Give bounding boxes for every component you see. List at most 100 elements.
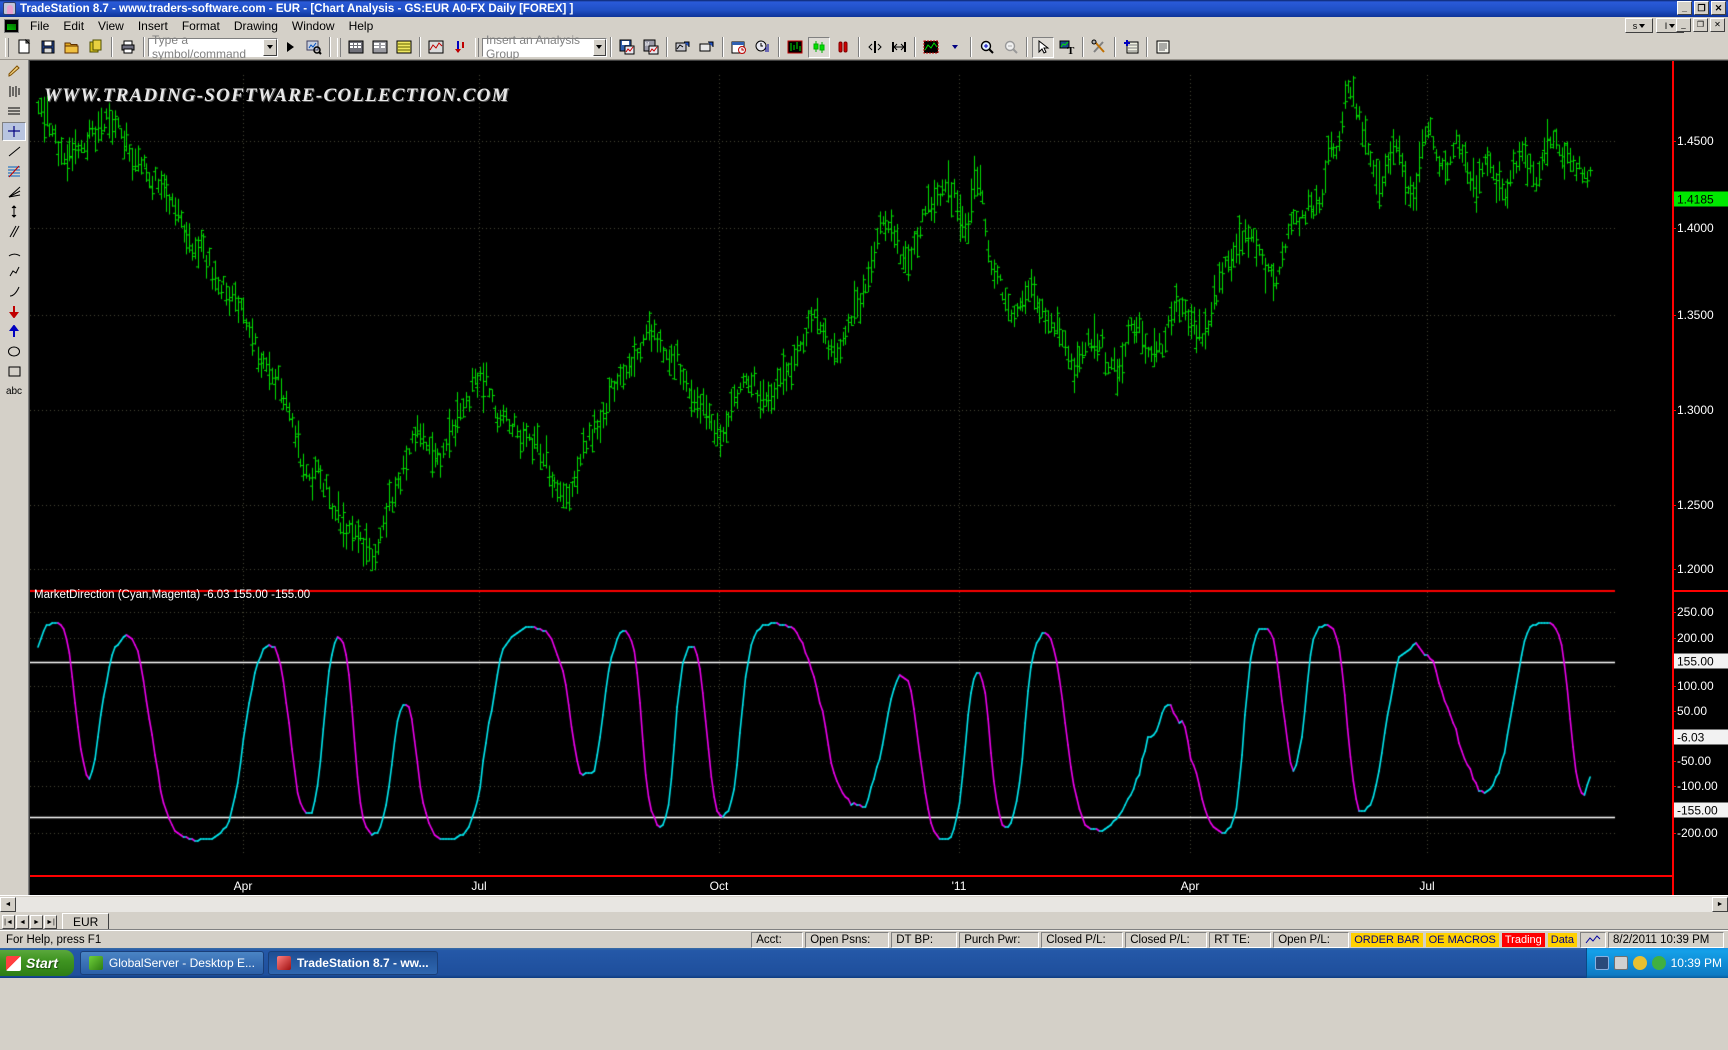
- menu-item-window[interactable]: Window: [291, 18, 335, 33]
- horizontal-lines-tool-icon[interactable]: [2, 102, 26, 121]
- fibonacci-retracement-tool-icon[interactable]: [2, 162, 26, 181]
- mdi-restore-button[interactable]: ❐: [1693, 18, 1708, 32]
- status-badge-order-bar[interactable]: ORDER BAR: [1351, 932, 1423, 947]
- text-label-tool-icon[interactable]: abc: [2, 382, 26, 401]
- format-window-icon[interactable]: [672, 36, 694, 58]
- open-folder-icon[interactable]: [61, 36, 83, 58]
- taskbar-item-tradestation[interactable]: TradeStation 8.7 - ww...: [267, 951, 438, 975]
- freehand-tool-icon[interactable]: [2, 262, 26, 281]
- apply-symbol-button[interactable]: [279, 36, 301, 58]
- scroll-left-button[interactable]: ◄: [0, 896, 16, 912]
- scroll-right-button[interactable]: ►: [1712, 896, 1728, 912]
- window-selector-s[interactable]: s: [1625, 18, 1653, 33]
- new-document-icon[interactable]: [13, 36, 35, 58]
- parallel-lines-tool-icon[interactable]: [2, 222, 26, 241]
- interval-settings-icon[interactable]: [752, 36, 774, 58]
- chart-analysis-icon[interactable]: [425, 36, 447, 58]
- save-analysis-group-icon[interactable]: [616, 36, 638, 58]
- menu-item-file[interactable]: File: [30, 18, 50, 33]
- mdi-minimize-button[interactable]: _: [1676, 18, 1691, 32]
- price-scale[interactable]: 1.4500 1.4185 1.4000 1.3500 1.3000 1.250…: [1671, 61, 1728, 895]
- symbol-lookup-icon[interactable]: [303, 36, 325, 58]
- zoom-out-icon[interactable]: [1000, 36, 1022, 58]
- chart-style-icon[interactable]: [920, 36, 942, 58]
- symbol-input[interactable]: Type a symbol/command: [152, 33, 247, 61]
- date-settings-icon[interactable]: [728, 36, 750, 58]
- menu-item-insert[interactable]: Insert: [137, 18, 168, 33]
- bar-chart-icon[interactable]: [784, 36, 806, 58]
- arc-tool-icon[interactable]: [2, 242, 26, 261]
- fibonacci-fan-tool-icon[interactable]: [2, 182, 26, 201]
- update-icon[interactable]: [1651, 956, 1666, 970]
- manage-analysis-group-icon[interactable]: M: [640, 36, 662, 58]
- menu-item-format[interactable]: Format: [181, 18, 220, 33]
- symbol-input-combo[interactable]: Type a symbol/command: [148, 33, 278, 61]
- compress-bars-icon[interactable]: [864, 36, 886, 58]
- volume-icon[interactable]: [1613, 956, 1628, 970]
- shield-icon[interactable]: [1632, 956, 1647, 970]
- toolbar-grip[interactable]: [5, 37, 9, 57]
- tab-next-button[interactable]: ►: [30, 915, 43, 929]
- tools-icon[interactable]: [1088, 36, 1110, 58]
- mdi-window-controls[interactable]: _ ❐ ✕: [1676, 18, 1725, 32]
- chart-plot-area[interactable]: [30, 61, 1671, 876]
- date-scale[interactable]: Apr Jul Oct '11 Apr Jul: [30, 875, 1672, 895]
- mdi-close-button[interactable]: ✕: [1710, 18, 1725, 32]
- tray-clock[interactable]: 10:39 PM: [1670, 956, 1722, 970]
- insert-indicator-icon[interactable]: [449, 36, 471, 58]
- close-button[interactable]: ✕: [1711, 1, 1726, 15]
- analysis-group-input[interactable]: Insert an Analysis Group: [486, 33, 581, 61]
- format-symbol-icon[interactable]: [696, 36, 718, 58]
- chart-tab-eur[interactable]: EUR: [62, 913, 110, 929]
- curve-tool-icon[interactable]: [2, 282, 26, 301]
- window-controls[interactable]: _ ❐ ✕: [1677, 1, 1726, 15]
- network-icon[interactable]: [1594, 956, 1609, 970]
- tab-last-button[interactable]: ►|: [44, 915, 57, 929]
- minimize-button[interactable]: _: [1677, 1, 1692, 15]
- text-tool-icon[interactable]: T: [1056, 36, 1078, 58]
- radarscreen-icon[interactable]: [393, 36, 415, 58]
- status-badge-trading[interactable]: Trading: [1501, 932, 1545, 947]
- pencil-tool-icon[interactable]: [2, 62, 26, 81]
- quote-window-icon[interactable]: [345, 36, 367, 58]
- toolbar-grip[interactable]: [475, 37, 479, 57]
- analysis-group-combo[interactable]: Insert an Analysis Group: [482, 33, 607, 61]
- start-button[interactable]: Start: [0, 950, 74, 976]
- menu-item-edit[interactable]: Edit: [63, 18, 85, 33]
- copy-window-icon[interactable]: [85, 36, 107, 58]
- chevron-down-icon[interactable]: [263, 38, 277, 56]
- chevron-down-icon[interactable]: [592, 38, 606, 56]
- ruler-tool-icon[interactable]: [2, 202, 26, 221]
- ellipse-tool-icon[interactable]: [2, 342, 26, 361]
- menu-item-view[interactable]: View: [98, 18, 124, 33]
- zoom-in-icon[interactable]: [976, 36, 998, 58]
- menu-item-help[interactable]: Help: [348, 18, 374, 33]
- volume-bars-icon[interactable]: [832, 36, 854, 58]
- save-icon[interactable]: [37, 36, 59, 58]
- status-badge-data[interactable]: Data: [1547, 932, 1577, 947]
- tab-first-button[interactable]: |◄: [2, 915, 15, 929]
- maximize-button[interactable]: ❐: [1694, 1, 1709, 15]
- candlestick-chart-icon[interactable]: [808, 36, 830, 58]
- toolbar-grip[interactable]: [337, 37, 341, 57]
- matrix-window-icon[interactable]: [369, 36, 391, 58]
- pointer-icon[interactable]: [1032, 36, 1054, 58]
- chart-style-dropdown-icon[interactable]: [944, 36, 966, 58]
- tab-prev-button[interactable]: ◄: [16, 915, 29, 929]
- taskbar-item-globalserver[interactable]: GlobalServer - Desktop E...: [79, 951, 264, 975]
- scrollbar-track[interactable]: [16, 896, 1712, 912]
- expand-bars-icon[interactable]: [888, 36, 910, 58]
- vertical-lines-tool-icon[interactable]: [2, 82, 26, 101]
- menu-item-drawing[interactable]: Drawing: [233, 18, 278, 33]
- status-badge-oe-macros[interactable]: OE MACROS: [1425, 932, 1499, 947]
- notes-icon[interactable]: [1152, 36, 1174, 58]
- arrow-up-tool-icon[interactable]: [2, 322, 26, 341]
- chart-horizontal-scrollbar[interactable]: ◄ ►: [0, 895, 1728, 912]
- trendline-tool-icon[interactable]: [2, 142, 26, 161]
- crosshair-tool-icon[interactable]: [2, 122, 26, 141]
- rectangle-tool-icon[interactable]: [2, 362, 26, 381]
- arrow-down-tool-icon[interactable]: [2, 302, 26, 321]
- add-window-icon[interactable]: [1120, 36, 1142, 58]
- chart-analysis-window[interactable]: GS:EUR A0-FX - Daily FOREX L=1.4185 0.00…: [29, 60, 1728, 895]
- print-icon[interactable]: [117, 36, 139, 58]
